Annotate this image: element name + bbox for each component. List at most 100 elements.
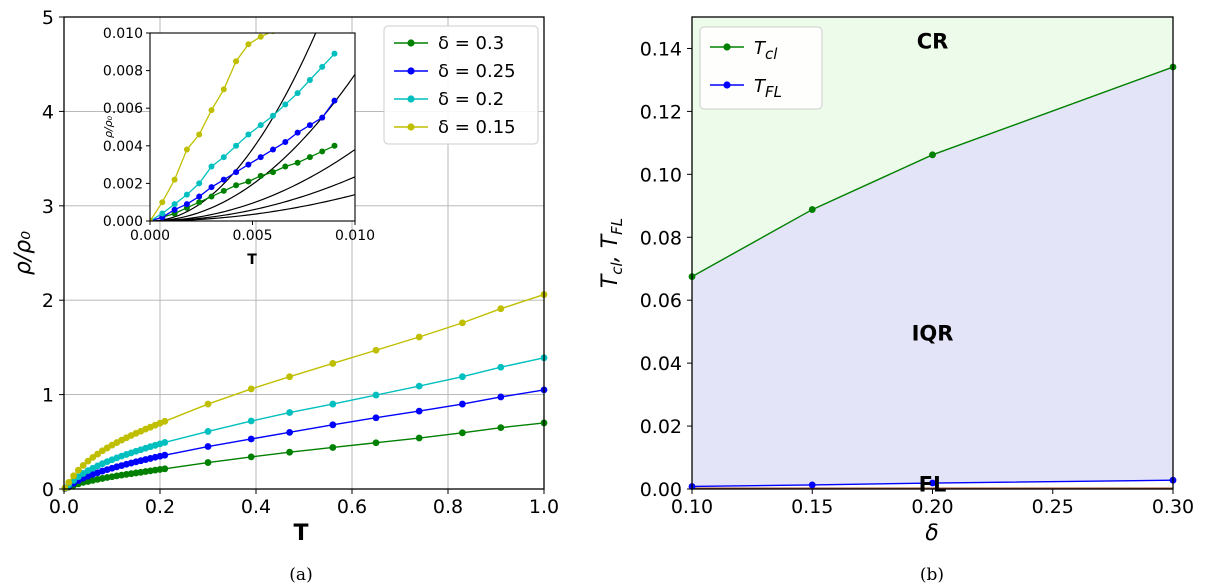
panel-a-point xyxy=(497,305,505,313)
panel-a-point xyxy=(75,466,82,474)
inset-point xyxy=(196,199,203,206)
panel-a-legend-box xyxy=(383,25,539,145)
inset-point xyxy=(220,187,227,194)
iqr-region-fill xyxy=(692,67,1173,487)
panel-a-ytick-label: 0 xyxy=(42,479,54,501)
region-label-fl: FL xyxy=(919,472,947,496)
panel-a-series-line xyxy=(64,357,545,489)
panel-a-legend-marker xyxy=(407,67,415,75)
inset-point xyxy=(196,180,203,187)
panel-a-ytick-label: 4 xyxy=(42,101,54,123)
inset-series xyxy=(150,33,355,221)
inset-xtick-label: 0.010 xyxy=(335,228,375,244)
panel-a-point xyxy=(247,453,255,461)
region-label-cr: CR xyxy=(917,30,949,54)
inset-point xyxy=(294,129,301,136)
inset-point xyxy=(306,154,313,161)
inset-point xyxy=(183,191,190,198)
inset-ytick-label: 0.010 xyxy=(103,26,143,42)
panel-b-region-labels: CR IQR FL xyxy=(912,30,954,497)
inset-point xyxy=(319,148,326,155)
panel-a-legend-items: δ = 0.3 δ = 0.25 δ = 0.2 δ = 0.15 xyxy=(394,33,516,138)
inset-ytick-label: 0.002 xyxy=(103,176,143,192)
panel-a-legend-label: δ = 0.25 xyxy=(438,61,516,82)
panel-a-legend-marker xyxy=(407,123,415,131)
panel-a-point xyxy=(161,439,169,446)
panel-b-ylabel-tfl-sub: FL xyxy=(608,218,626,235)
panel-a-point xyxy=(497,424,505,432)
panel-a-ylabel: ρ/ρ₀ xyxy=(11,231,36,275)
inset-xtick-label: 0.005 xyxy=(232,228,272,244)
panel-a-point xyxy=(286,409,293,416)
panel-b-xtick-label: 0.10 xyxy=(671,496,713,518)
inset-point xyxy=(171,206,178,213)
inset-point xyxy=(257,122,264,129)
panel-b-ytick-label: 0.14 xyxy=(640,38,682,60)
panel-a-point xyxy=(329,444,337,451)
panel-a-point xyxy=(372,346,380,354)
inset-fit-curve xyxy=(150,149,355,221)
panel-a-point xyxy=(497,363,505,371)
panel-b-xtick-label: 0.15 xyxy=(791,496,833,518)
panel-a-point xyxy=(286,428,293,436)
panel-a-legend-label: δ = 0.3 xyxy=(438,33,504,54)
panel-b-legend-label: Tcl xyxy=(754,38,778,63)
inset-point xyxy=(245,161,252,168)
panel-b-ytick-label: 0.10 xyxy=(640,164,682,186)
inset-point xyxy=(208,107,215,114)
region-label-iqr: IQR xyxy=(912,321,954,345)
panel-a-ticks: 0.0 0.2 0.4 0.6 0.8 1.0 0 1 2 3 4 5 xyxy=(42,7,559,518)
panel-a-point xyxy=(204,400,212,408)
inset-point xyxy=(245,131,252,138)
inset-point xyxy=(282,139,289,146)
inset-point xyxy=(331,97,338,104)
panel-a-point xyxy=(459,319,466,327)
panel-a-chart: 0.0 0.2 0.4 0.6 0.8 1.0 0 1 2 3 4 5 T ρ/ρ₀ xyxy=(11,7,559,546)
panel-a-ytick-label: 5 xyxy=(42,7,54,29)
panel-b-point xyxy=(929,151,936,159)
panel-a-point xyxy=(161,417,169,425)
inset-series-line xyxy=(150,100,336,221)
inset-point xyxy=(257,172,264,179)
inset-point xyxy=(208,163,215,170)
panel-a-point xyxy=(89,453,97,461)
inset-point xyxy=(294,90,301,97)
panel-a-point xyxy=(204,459,212,466)
panel-a-point xyxy=(372,439,380,447)
inset-point xyxy=(220,154,227,161)
panel-b-ytick-label: 0.08 xyxy=(640,227,682,249)
panel-b-ytick-label: 0.00 xyxy=(640,479,682,501)
inset-fit-curve xyxy=(150,33,317,221)
panel-b-xtick-label: 0.20 xyxy=(911,496,953,518)
panel-b-point xyxy=(929,479,936,487)
inset-xtick-label: 0.000 xyxy=(130,228,170,244)
panel-a-xtick-label: 0.4 xyxy=(241,496,271,518)
inset-point xyxy=(331,142,338,149)
panel-b-ylabel-tcl-sub: cl xyxy=(608,261,626,274)
panel-a-point xyxy=(65,478,73,486)
panel-a-point xyxy=(286,373,293,381)
panel-a-point xyxy=(247,435,255,443)
panel-a-point xyxy=(459,400,466,408)
panel-a-point xyxy=(61,484,69,492)
inset-ytick-label: 0.000 xyxy=(103,214,143,230)
panel-b-xlabel: δ xyxy=(925,521,938,546)
panel-a-ytick-label: 2 xyxy=(42,290,54,312)
panel-a-xlabel: T xyxy=(293,521,308,546)
panel-b-series xyxy=(688,63,1177,490)
inset-fit-curve xyxy=(150,194,355,221)
panel-a-point xyxy=(415,434,423,442)
panel-a-xtick-label: 0.6 xyxy=(337,496,367,518)
panel-a-point xyxy=(415,407,423,415)
inset-point xyxy=(270,169,276,176)
panel-b-ytick-label: 0.02 xyxy=(640,416,682,438)
inset-point xyxy=(294,159,301,166)
panel-a-point xyxy=(415,382,423,390)
inset-point xyxy=(196,131,203,138)
inset-xlabel: T xyxy=(247,252,257,268)
panel-a-point xyxy=(94,450,101,458)
inset-background xyxy=(150,33,355,221)
inset-point xyxy=(282,101,289,108)
inset-point xyxy=(257,33,264,40)
inset-ticks: 0.000 0.005 0.010 0.000 0.002 0.004 0.006 0.008… xyxy=(103,26,375,244)
